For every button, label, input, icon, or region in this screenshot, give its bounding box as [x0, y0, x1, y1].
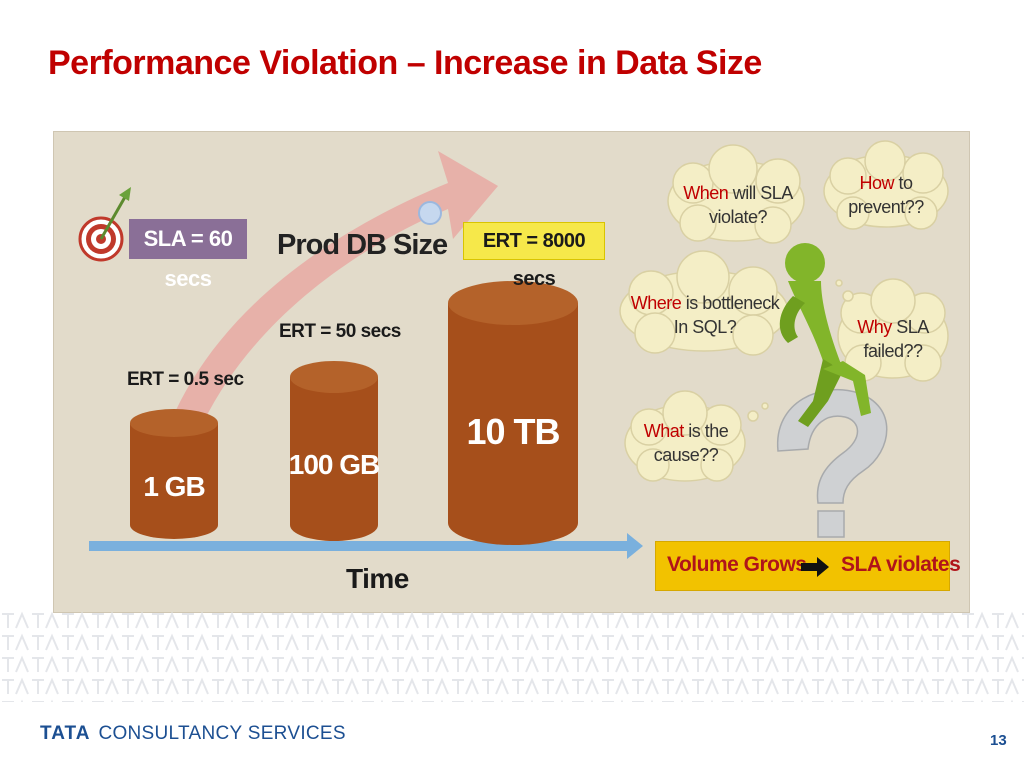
sla-badge: SLA = 60 secs [129, 219, 247, 291]
cylinder-1gb [130, 409, 218, 539]
time-axis-arrow [89, 533, 643, 559]
bubble-line2-how: prevent?? [848, 197, 924, 217]
arrow-right-icon [801, 557, 829, 577]
bubble-text-when: When will SLA violate? [673, 181, 803, 229]
time-axis-label: Time [346, 563, 409, 594]
brand-tata: TATA [40, 723, 91, 744]
diagram-graphics [78, 140, 949, 559]
thought-bubble-where [619, 250, 789, 356]
thought-bubble-what [624, 390, 769, 482]
ert-label-1gb: ERT = 0.5 sec [127, 369, 244, 390]
conclusion-box: Volume Grows SLA violates [655, 541, 961, 591]
ert-label-10tb: ERT = 8000 secs [463, 222, 605, 290]
tata-pattern-graphic [0, 610, 1024, 702]
cylinder-label-100gb: 100 GB [288, 449, 381, 480]
question-mark-figure-icon [777, 243, 888, 538]
brand-name: CONSULTANCY SERVICES [98, 723, 346, 744]
bubble-question-what: What [643, 421, 685, 441]
decorative-pattern [0, 610, 1024, 702]
bubble-text-what: What is the cause?? [631, 419, 741, 467]
conclusion-left: Volume Grows [667, 553, 807, 576]
slide-title: Performance Violation – Increase in Data… [48, 44, 762, 82]
bubble-question-why: Why [857, 317, 892, 337]
arrow-dot [418, 201, 442, 225]
target-icon [78, 187, 131, 262]
bubble-line2-where: In SQL? [673, 317, 737, 337]
bubble-question-how: How [859, 173, 894, 193]
bubble-line1-when: will SLA [728, 183, 794, 203]
page-number: 13 [990, 732, 1007, 749]
thought-bubble-how [823, 140, 949, 230]
bubble-line1-why: SLA [891, 317, 929, 337]
ert-label-100gb: ERT = 50 secs [279, 321, 401, 342]
growth-arrow [171, 151, 498, 423]
bubble-line1-what: is the [683, 421, 729, 441]
bubble-line1-how: to [894, 173, 914, 193]
diagram-panel: SLA = 60 secs Prod DB Size ERT = 8000 se… [53, 131, 970, 613]
arrow-label: Prod DB Size [277, 229, 448, 261]
cylinder-label-1gb: 1 GB [143, 471, 205, 502]
bubble-text-why: Why SLA failed?? [848, 315, 938, 363]
cylinder-label-10tb: 10 TB [466, 411, 560, 452]
bubble-line2-what: cause?? [653, 445, 719, 465]
bubble-question-when: When [683, 183, 729, 203]
brand-logo: TATA CONSULTANCY SERVICES [40, 723, 346, 745]
thought-bubble-when [667, 144, 805, 244]
bubble-text-where: Where is bottleneck In SQL? [625, 291, 785, 339]
bubble-line1-where: is bottleneck [681, 293, 780, 313]
cylinder-100gb [290, 361, 378, 541]
bubble-line2-when: violate? [708, 207, 768, 227]
bubble-line2-why: failed?? [863, 341, 923, 361]
conclusion-right: SLA violates [841, 553, 961, 576]
bubble-question-where: Where [630, 293, 682, 313]
cylinder-10tb [448, 281, 578, 545]
bubble-text-how: How to prevent?? [831, 171, 941, 219]
